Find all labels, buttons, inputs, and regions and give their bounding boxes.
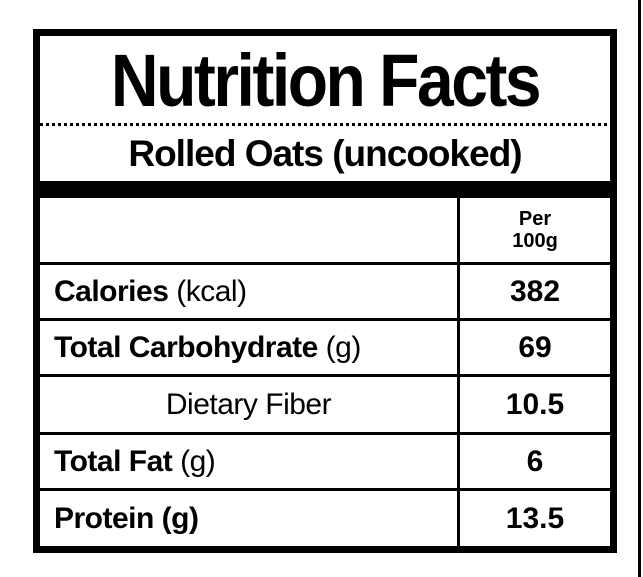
nutrient-name-unit: (g) bbox=[317, 330, 362, 364]
table-row-dietary-fiber: Dietary Fiber 10.5 bbox=[40, 374, 610, 432]
nutrition-table: Per 100g Calories (kcal) 382 Total Carbo… bbox=[40, 198, 610, 546]
dotted-divider bbox=[40, 123, 610, 126]
table-header-row: Per 100g bbox=[40, 198, 610, 262]
nutrient-name-unit: (kcal) bbox=[168, 274, 247, 308]
nutrient-name-unit: (g) bbox=[172, 444, 216, 478]
table-row-protein: Protein (g) 13.5 bbox=[40, 488, 610, 546]
label-title-section: Nutrition Facts bbox=[40, 36, 610, 123]
column-header-line2: 100g bbox=[512, 230, 558, 252]
nutrient-value: 6 bbox=[457, 435, 610, 488]
nutrient-name-bold: Total Fat bbox=[54, 444, 173, 478]
screen-edge-line bbox=[638, 0, 641, 577]
header-empty-cell bbox=[40, 198, 457, 262]
nutrient-value: 382 bbox=[457, 265, 610, 318]
nutrient-name: Calories (kcal) bbox=[40, 265, 457, 318]
label-subtitle: Rolled Oats (uncooked) bbox=[128, 132, 522, 174]
column-header-per-100g: Per 100g bbox=[457, 198, 610, 262]
nutrient-name: Protein (g) bbox=[40, 491, 457, 546]
table-row-calories: Calories (kcal) 382 bbox=[40, 262, 610, 318]
nutrient-value: 13.5 bbox=[457, 491, 610, 546]
label-subtitle-section: Rolled Oats (uncooked) bbox=[40, 126, 610, 181]
nutrient-value: 10.5 bbox=[457, 377, 610, 432]
table-row-carbohydrate: Total Carbohydrate (g) 69 bbox=[40, 318, 610, 374]
nutrition-label: Nutrition Facts Rolled Oats (uncooked) P… bbox=[33, 29, 617, 553]
nutrient-name: Dietary Fiber bbox=[40, 377, 457, 432]
nutrient-name-bold: Protein (g) bbox=[54, 501, 199, 535]
thick-separator-bar bbox=[40, 181, 610, 198]
nutrient-name-sub: Dietary Fiber bbox=[165, 387, 332, 421]
column-header-line1: Per bbox=[518, 208, 552, 230]
label-title: Nutrition Facts bbox=[110, 38, 542, 121]
table-row-total-fat: Total Fat (g) 6 bbox=[40, 432, 610, 488]
nutrient-name: Total Carbohydrate (g) bbox=[40, 321, 457, 374]
nutrient-name-bold: Calories bbox=[54, 274, 169, 308]
nutrient-name: Total Fat (g) bbox=[40, 435, 457, 488]
nutrient-value: 69 bbox=[457, 321, 610, 374]
nutrient-name-bold: Total Carbohydrate bbox=[54, 330, 318, 364]
